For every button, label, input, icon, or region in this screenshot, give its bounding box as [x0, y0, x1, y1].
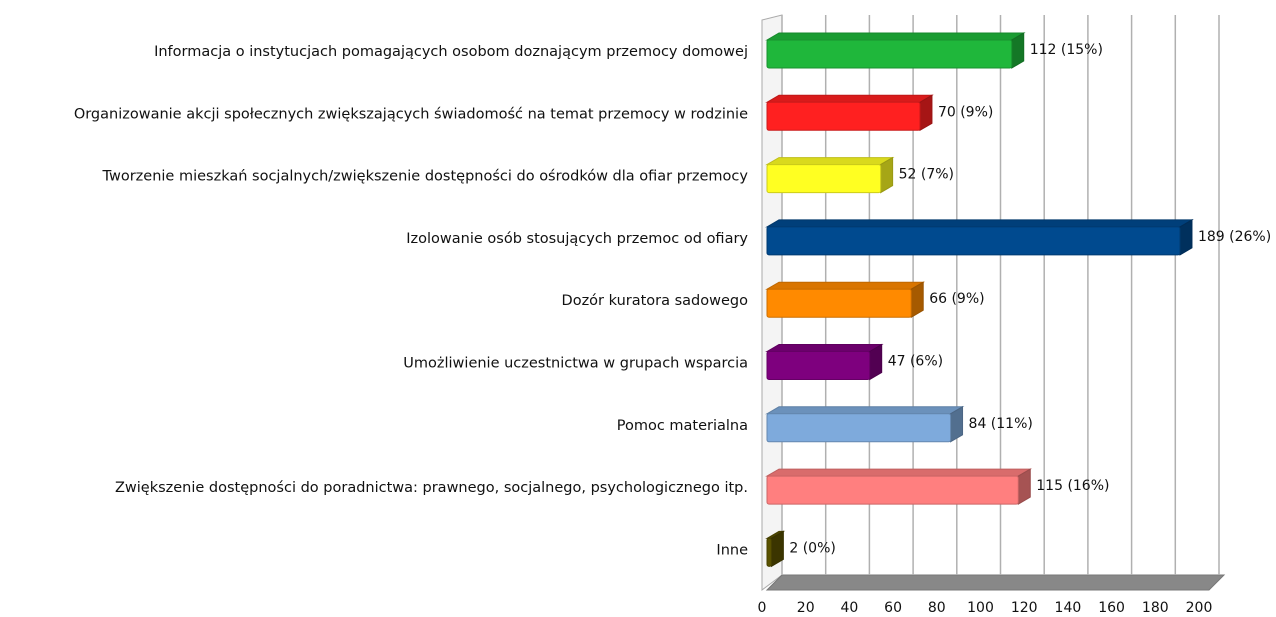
bar-front	[766, 351, 871, 380]
bar	[765, 281, 926, 319]
bar-front	[766, 164, 882, 194]
category-label: Umożliwienie uczestnictwa w grupach wspa…	[403, 356, 748, 372]
value-label: 115 (16%)	[1036, 478, 1109, 494]
bar-front	[766, 226, 1181, 256]
bar	[765, 156, 895, 194]
bar-front	[766, 101, 921, 131]
bar-front	[766, 413, 952, 443]
bar	[765, 343, 884, 381]
x-tick-label: 120	[1011, 600, 1038, 616]
x-tick-label: 40	[840, 600, 858, 616]
value-label: 2 (0%)	[789, 540, 836, 556]
bar-top	[765, 344, 884, 352]
category-label: Dozór kuratora sadowego	[562, 293, 749, 309]
value-label: 52 (7%)	[899, 167, 954, 183]
bar-front	[766, 288, 912, 318]
bar-top	[765, 281, 926, 290]
category-label: Informacja o instytucjach pomagających o…	[154, 44, 748, 60]
value-label: 47 (6%)	[888, 354, 943, 370]
x-tick-label: 160	[1098, 600, 1125, 616]
bar-top	[765, 406, 965, 415]
x-tick-label: 0	[758, 600, 767, 616]
bar-front	[766, 537, 772, 567]
floor	[765, 574, 1226, 591]
bar-top	[765, 157, 895, 166]
x-tick-label: 100	[967, 600, 994, 616]
x-tick-label: 140	[1055, 600, 1082, 616]
bar	[765, 468, 1033, 505]
bar-top	[765, 468, 1033, 477]
value-label: 189 (26%)	[1198, 229, 1271, 245]
value-label: 84 (11%)	[969, 416, 1033, 432]
category-label: Organizowanie akcji społecznych zwiększa…	[74, 106, 748, 122]
value-label: 66 (9%)	[929, 291, 984, 307]
bar	[765, 32, 1026, 69]
bar	[765, 219, 1194, 256]
bar-front	[766, 39, 1013, 69]
bar-top	[765, 94, 934, 103]
bar-top	[765, 32, 1026, 41]
category-label: Zwiększenie dostępności do poradnictwa: …	[115, 480, 748, 496]
category-label: Inne	[716, 542, 748, 558]
category-label: Tworzenie mieszkań socjalnych/zwiększeni…	[102, 169, 749, 185]
x-tick-label: 200	[1186, 600, 1213, 616]
value-label: 70 (9%)	[938, 104, 993, 120]
bar-top	[765, 219, 1194, 228]
category-label: Izolowanie osób stosujących przemoc od o…	[406, 231, 748, 247]
bar	[765, 405, 965, 443]
x-tick-label: 180	[1142, 600, 1169, 616]
category-label: Pomoc materialna	[617, 418, 748, 434]
x-tick-label: 20	[797, 600, 815, 616]
value-label: 112 (15%)	[1030, 42, 1103, 58]
x-tick-label: 80	[928, 600, 946, 616]
bar	[765, 94, 934, 132]
x-tick-label: 60	[884, 600, 902, 616]
bar	[765, 530, 786, 568]
bar-front	[766, 475, 1019, 505]
